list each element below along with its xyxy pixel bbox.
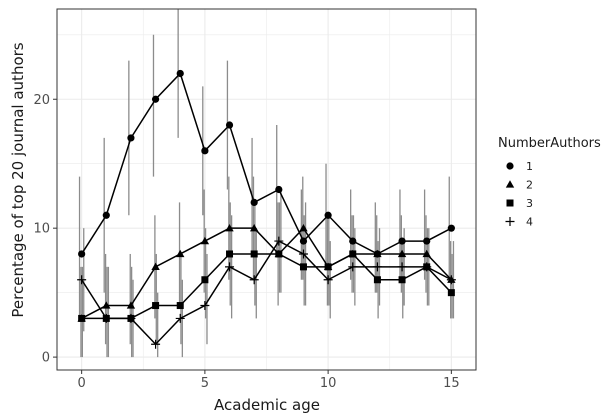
point-series-3: [349, 250, 357, 258]
point-series-2: [151, 262, 160, 271]
y-tick-label: 0: [42, 351, 50, 366]
point-series-4: [397, 262, 407, 272]
point-series-2: [373, 249, 382, 258]
point-series-4: [274, 236, 284, 246]
point-series-4: [348, 262, 358, 272]
y-tick-label: 20: [33, 93, 50, 108]
line-series-3: [81, 253, 452, 320]
point-series-3: [176, 302, 184, 310]
legend-key-2: [505, 180, 515, 188]
legend: NumberAuthors 1 2 3 4: [498, 136, 601, 229]
point-series-1: [127, 134, 135, 142]
x-tick-label: 0: [78, 376, 86, 391]
legend-key-3: [506, 199, 514, 207]
point-series-2: [200, 236, 210, 245]
point-series-4: [126, 313, 136, 323]
point-series-4: [323, 275, 333, 285]
point-series-3: [447, 289, 455, 297]
point-series-2: [299, 223, 308, 232]
point-series-1: [398, 237, 406, 245]
legend-key-1: [506, 162, 514, 170]
point-series-1: [349, 237, 357, 245]
point-series-3: [250, 250, 258, 258]
point-series-4: [101, 313, 111, 323]
point-series-4: [372, 262, 382, 272]
line-series-2: [81, 226, 452, 320]
grid: [57, 9, 476, 370]
point-series-3: [78, 314, 86, 322]
point-series-1: [201, 147, 209, 155]
x-tick-label: 5: [201, 376, 209, 391]
axes: 0 5 10 15 0 10 20: [33, 93, 459, 391]
point-series-1: [78, 250, 86, 258]
point-series-4: [175, 313, 185, 323]
legend-title: NumberAuthors: [498, 136, 601, 151]
point-series-1: [423, 237, 431, 245]
point-series-1: [250, 198, 258, 206]
point-series-3: [201, 276, 209, 284]
point-series-1: [151, 95, 160, 103]
point-series-2: [225, 223, 234, 232]
point-series-4: [249, 275, 259, 285]
point-series-2: [102, 301, 111, 309]
y-tick-label: 10: [33, 222, 50, 237]
point-series-2: [397, 249, 407, 258]
x-tick-label: 15: [443, 376, 460, 391]
point-series-3: [373, 276, 381, 284]
legend-label-4: 4: [526, 216, 533, 229]
series-lines: [81, 72, 452, 346]
point-series-1: [102, 211, 110, 219]
legend-label-1: 1: [526, 160, 533, 173]
y-axis-title: Percentage of top 20 journal authors: [9, 42, 27, 317]
point-series-4: [298, 249, 308, 259]
point-series-1: [299, 237, 308, 245]
point-series-4: [200, 301, 210, 311]
point-series-4: [422, 262, 432, 272]
point-series-1: [225, 121, 234, 129]
point-series-1: [447, 224, 455, 232]
panel-border: [56, 8, 477, 371]
point-series-1: [275, 185, 283, 194]
legend-label-2: 2: [526, 179, 533, 192]
point-series-1: [324, 211, 332, 219]
point-series-2: [176, 249, 185, 258]
point-series-1: [176, 69, 184, 78]
line-series-4: [81, 240, 452, 346]
point-series-3: [226, 250, 234, 258]
point-series-4: [225, 262, 235, 272]
point-series-4: [151, 339, 161, 349]
series-points: [77, 69, 456, 349]
point-series-4: [77, 275, 87, 285]
x-tick-label: 10: [320, 376, 337, 391]
point-series-2: [126, 301, 136, 309]
point-series-3: [324, 263, 332, 271]
point-series-2: [249, 223, 259, 232]
point-series-2: [422, 249, 431, 258]
point-series-4: [446, 275, 456, 285]
point-series-3: [275, 250, 283, 258]
line-series-1: [81, 72, 452, 255]
point-series-3: [152, 302, 160, 310]
point-series-3: [398, 276, 406, 284]
point-series-3: [299, 263, 307, 271]
x-axis-title: Academic age: [214, 396, 320, 414]
legend-key-4: [505, 217, 515, 226]
legend-label-3: 3: [526, 197, 533, 210]
